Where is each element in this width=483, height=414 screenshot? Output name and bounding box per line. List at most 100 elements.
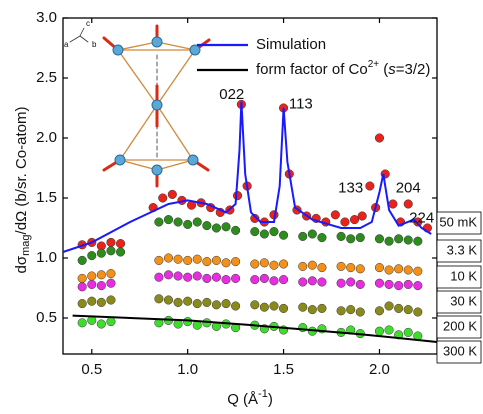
- data-point: [173, 297, 183, 307]
- data-point: [384, 265, 394, 275]
- data-point: [384, 325, 394, 335]
- x-tick-label: 2.0: [369, 361, 390, 378]
- data-point: [374, 133, 385, 143]
- series-label-box: [436, 239, 482, 263]
- data-point: [106, 246, 116, 256]
- series-label-box: [436, 340, 482, 364]
- y-label-part: dσ: [13, 255, 30, 273]
- data-point: [365, 181, 375, 191]
- data-point: [298, 277, 308, 287]
- data-point: [403, 327, 413, 337]
- x-label-part: Q (Å: [227, 391, 258, 408]
- data-point: [106, 317, 116, 327]
- peak-annotation: 224: [409, 209, 434, 226]
- legend-label: Simulation: [256, 36, 326, 53]
- y-tick-label: 2.0: [36, 129, 57, 146]
- data-point: [346, 305, 356, 315]
- data-point: [231, 301, 241, 311]
- data-point: [163, 215, 174, 225]
- legend-label: form factor of Co2+ (s=3/2): [256, 59, 430, 78]
- data-point: [336, 306, 346, 316]
- data-point: [183, 219, 193, 229]
- data-point: [231, 273, 241, 283]
- data-point: [115, 247, 126, 257]
- data-point: [87, 296, 97, 306]
- line-series: [62, 101, 432, 253]
- data-point: [211, 272, 221, 282]
- data-point: [77, 255, 87, 265]
- inset-axis-label: b: [92, 40, 97, 49]
- data-point: [413, 307, 423, 317]
- peak-annotation: 133: [338, 179, 363, 196]
- data-point: [340, 217, 350, 227]
- data-point: [394, 234, 404, 244]
- x-label-part: ): [268, 391, 273, 408]
- data-point: [202, 221, 212, 231]
- legend-label-part: form factor of Co: [256, 61, 368, 78]
- data-point: [259, 302, 269, 312]
- data-point: [77, 273, 87, 283]
- inset-axis-label: c: [86, 19, 90, 28]
- data-point: [192, 271, 202, 281]
- data-point: [154, 272, 164, 282]
- data-point: [336, 278, 346, 288]
- data-point: [173, 217, 183, 227]
- series-label-box: [436, 290, 482, 314]
- series-label-box: [436, 265, 482, 289]
- data-point: [163, 295, 174, 305]
- series-label-box: [436, 315, 482, 339]
- data-point: [259, 229, 269, 239]
- data-point: [279, 303, 289, 313]
- data-point: [394, 303, 404, 313]
- data-point: [384, 301, 394, 311]
- data-point: [231, 225, 241, 235]
- data-point: [413, 217, 423, 227]
- data-point: [183, 272, 193, 282]
- data-point: [173, 254, 183, 264]
- data-point: [183, 255, 193, 265]
- data-point: [374, 306, 385, 316]
- legend-label-part: 2+: [368, 59, 380, 70]
- line-series: [72, 314, 438, 343]
- data-point: [279, 230, 289, 240]
- data-point: [158, 193, 168, 203]
- data-point: [192, 254, 202, 264]
- data-point: [307, 276, 317, 286]
- data-point: [77, 318, 87, 328]
- series-label: 3.3 K: [447, 242, 478, 257]
- data-point: [96, 319, 106, 329]
- data-point: [87, 251, 97, 261]
- data-point: [202, 257, 212, 267]
- data-point: [346, 263, 356, 273]
- data-point: [163, 253, 174, 263]
- data-point: [384, 279, 394, 289]
- data-point: [413, 266, 423, 276]
- data-point: [394, 264, 404, 274]
- data-point: [307, 260, 317, 270]
- data-point: [250, 275, 260, 285]
- data-point: [298, 231, 308, 241]
- data-point: [307, 229, 317, 239]
- legend-label-part: =3/2): [396, 61, 431, 78]
- data-point: [403, 199, 413, 209]
- data-point: [87, 279, 97, 289]
- data-point: [279, 275, 289, 285]
- data-point: [221, 275, 231, 285]
- y-label-sub: mag: [20, 234, 32, 255]
- y-tick-label: 0.5: [36, 309, 57, 326]
- y-axis-label: dσmag/dΩ (b/sr. Co-atom): [13, 107, 32, 274]
- x-tick-label: 0.5: [81, 361, 102, 378]
- data-point: [307, 305, 317, 315]
- data-point: [202, 297, 212, 307]
- data-point: [192, 217, 202, 227]
- x-axis-label: Q (Å-1): [227, 388, 273, 408]
- y-tick-label: 3.0: [36, 9, 57, 26]
- data-point: [355, 307, 365, 317]
- data-point: [355, 264, 365, 274]
- inset-structure: a b c: [64, 19, 211, 188]
- y-tick-label: 1.0: [36, 249, 57, 266]
- data-point: [346, 277, 356, 287]
- data-point: [388, 199, 398, 209]
- data-point: [167, 189, 177, 199]
